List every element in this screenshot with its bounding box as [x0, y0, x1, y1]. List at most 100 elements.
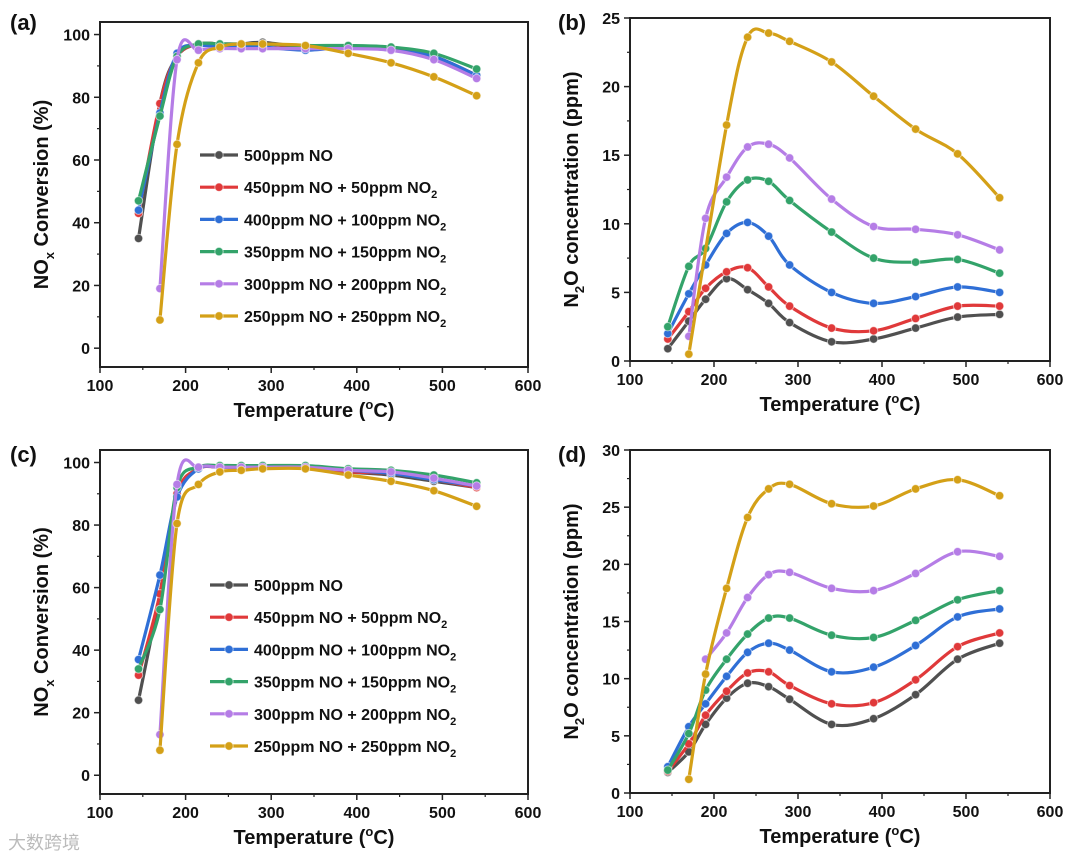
data-point	[721, 583, 732, 594]
data-point	[742, 263, 753, 273]
data-point	[994, 628, 1005, 638]
x-tick-label: 500	[953, 372, 980, 389]
data-point	[663, 343, 673, 354]
legend-label: 450ppm NO + 50ppm NO2	[244, 180, 437, 201]
data-point	[471, 64, 482, 74]
data-point	[952, 254, 963, 265]
data-point	[193, 479, 204, 490]
data-point	[193, 58, 204, 68]
data-point	[784, 613, 795, 623]
data-point	[868, 326, 879, 336]
x-tick-label: 200	[172, 378, 199, 395]
data-point	[236, 39, 246, 49]
series-line	[158, 458, 477, 735]
data-point	[910, 568, 921, 579]
data-point	[763, 231, 774, 241]
legend-marker	[224, 580, 234, 590]
data-point	[826, 630, 837, 640]
data-point	[429, 54, 439, 65]
data-point	[742, 175, 753, 185]
y-tick-label: 20	[602, 80, 620, 97]
data-point	[133, 233, 144, 244]
legend-label: 400ppm NO + 100ppm NO2	[254, 642, 456, 663]
data-point	[826, 699, 837, 709]
data-point	[684, 349, 694, 359]
x-tick-label: 400	[869, 804, 896, 821]
data-point	[742, 629, 753, 639]
data-point	[784, 195, 795, 206]
data-point	[952, 612, 963, 622]
x-tick-label: 600	[1037, 372, 1064, 389]
x-tick-label: 200	[701, 804, 728, 821]
y-tick-label: 0	[611, 354, 620, 371]
data-point	[721, 628, 732, 638]
data-point	[300, 464, 311, 474]
data-point	[763, 638, 774, 648]
data-point	[763, 484, 774, 494]
data-point	[133, 205, 144, 215]
series-2	[663, 604, 1005, 772]
data-point	[868, 221, 879, 232]
x-tick-label: 100	[617, 804, 644, 821]
y-tick-label: 30	[602, 443, 620, 460]
y-tick-label: 0	[81, 341, 90, 358]
legend-text: 350ppm NO + 150ppm NO	[244, 245, 440, 262]
x-tick-label: 200	[172, 805, 199, 822]
data-point	[257, 464, 268, 474]
data-point	[763, 139, 774, 149]
data-point	[784, 680, 795, 691]
data-point	[172, 518, 182, 529]
x-axis-label: Temperature (oC)	[234, 824, 395, 849]
data-point	[742, 512, 753, 523]
data-point	[952, 312, 963, 322]
data-point	[684, 261, 694, 272]
x-axis-label: Temperature (oC)	[760, 823, 921, 848]
x-label-text: C)	[373, 827, 394, 849]
data-point	[826, 323, 837, 333]
data-point	[172, 139, 182, 150]
y-label-text: O concentration (ppm)	[561, 503, 583, 717]
data-point	[215, 467, 225, 477]
panel-c: (c) 100 200 300 400 500 600 0 20 40 60 80 100 Tempera…	[10, 442, 541, 849]
panel-a: (a) 100 200 300 400 500 600 0 20 40 60 80 100 Tempera…	[10, 10, 541, 422]
data-point	[952, 547, 963, 557]
y-tick-label: 5	[611, 729, 620, 746]
legend-label: 250ppm NO + 250ppm NO2	[244, 309, 446, 330]
series-3	[663, 175, 1005, 332]
y-tick-label: 25	[602, 500, 620, 517]
data-point	[742, 217, 753, 228]
data-point	[910, 291, 921, 302]
data-point	[826, 287, 837, 298]
y-label-text: O concentration (ppm)	[561, 71, 583, 285]
legend-sub: 2	[431, 189, 437, 201]
series-3	[663, 585, 1005, 775]
data-point	[763, 28, 774, 38]
data-point	[994, 491, 1005, 501]
data-point	[193, 45, 204, 55]
data-point	[994, 301, 1005, 311]
legend-marker	[214, 150, 224, 160]
x-label-sup: o	[365, 397, 373, 412]
legend-text: 500ppm NO	[254, 578, 343, 595]
legend-marker	[224, 644, 234, 655]
data-point	[784, 479, 795, 489]
legend-marker	[224, 709, 234, 719]
data-point	[868, 91, 879, 101]
y-tick-label: 10	[602, 217, 620, 234]
data-point	[742, 142, 753, 152]
series-line	[136, 41, 478, 202]
data-point	[952, 475, 963, 485]
series-1	[663, 263, 1005, 344]
data-point	[784, 645, 795, 655]
data-point	[868, 585, 879, 596]
legend-marker	[224, 612, 234, 622]
data-point	[952, 149, 963, 159]
x-label-text: Temperature (	[760, 826, 892, 848]
data-point	[763, 569, 774, 580]
x-tick-label: 100	[617, 372, 644, 389]
y-label-sub: 2	[572, 286, 587, 293]
data-point	[784, 694, 795, 704]
x-label-sup: o	[365, 824, 373, 839]
data-point	[742, 647, 753, 658]
